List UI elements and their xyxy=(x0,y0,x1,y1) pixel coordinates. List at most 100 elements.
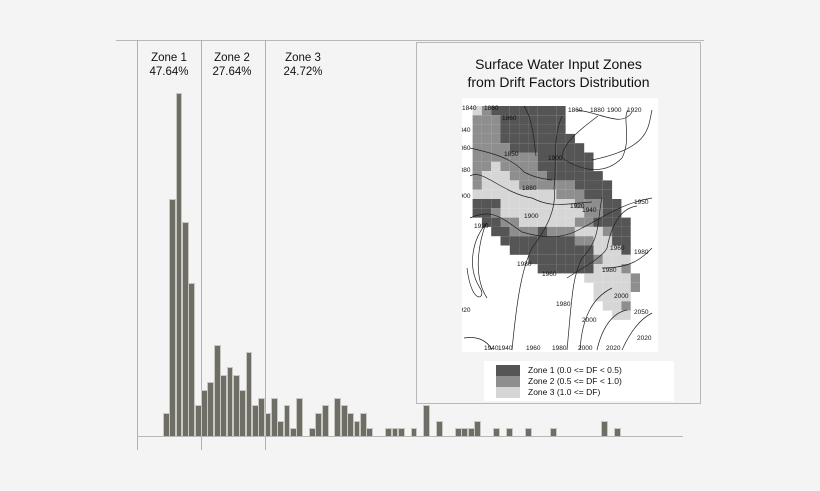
histogram-bar xyxy=(277,421,285,436)
zone2-zone3-divider xyxy=(265,40,266,450)
svg-text:1860: 1860 xyxy=(568,107,583,114)
legend-label-zone1: Zone 1 (0.0 <= DF < 0.5) xyxy=(528,365,622,375)
histogram-bar xyxy=(258,398,265,436)
svg-text:1900: 1900 xyxy=(524,213,539,220)
svg-text:1900: 1900 xyxy=(462,193,471,200)
histogram-bar xyxy=(474,421,481,436)
svg-text:1920: 1920 xyxy=(627,107,642,114)
inset-title: Surface Water Input Zones from Drift Fac… xyxy=(417,55,700,91)
zone2-percent: 27.64% xyxy=(212,66,252,78)
histogram-bar xyxy=(290,428,297,436)
inset-title-line2: from Drift Factors Distribution xyxy=(467,74,650,90)
zone2-name: Zone 2 xyxy=(214,52,250,64)
inset-title-line1: Surface Water Input Zones xyxy=(475,56,642,72)
histogram-bar xyxy=(194,405,202,436)
histogram-bar xyxy=(207,382,215,436)
legend-swatch-zone2 xyxy=(496,376,520,387)
histogram-bar xyxy=(613,428,621,436)
histogram-bar xyxy=(353,421,361,436)
zone1-zone2-divider xyxy=(201,40,202,450)
svg-text:1960: 1960 xyxy=(542,271,557,278)
svg-text:1880: 1880 xyxy=(522,185,537,192)
top-frame-line xyxy=(116,40,704,41)
contour-labels: 1840 1860 1860 1880 1900 1920 1860 1840 … xyxy=(456,105,652,352)
histogram-bar xyxy=(550,428,558,436)
histogram-bar xyxy=(226,367,234,436)
svg-text:1880: 1880 xyxy=(462,167,471,174)
histogram-baseline xyxy=(137,436,683,437)
histogram-bar xyxy=(188,283,196,436)
histogram-bar xyxy=(245,352,253,436)
histogram-bar xyxy=(309,428,316,436)
svg-text:1920: 1920 xyxy=(474,223,489,230)
histogram-bar xyxy=(270,398,278,436)
svg-text:1840: 1840 xyxy=(462,127,471,134)
svg-text:1900: 1900 xyxy=(548,155,563,162)
zone3-percent: 24.72% xyxy=(283,66,323,78)
zone3-label: Zone 3 24.72% xyxy=(268,51,338,79)
histogram-bar xyxy=(455,428,462,436)
svg-text:1940: 1940 xyxy=(582,207,597,214)
svg-text:1940: 1940 xyxy=(498,345,513,352)
svg-text:1920: 1920 xyxy=(570,203,585,210)
histogram-bar xyxy=(264,413,272,436)
histogram-bar xyxy=(315,413,323,436)
histogram-bar xyxy=(239,390,246,436)
svg-text:1960: 1960 xyxy=(526,345,541,352)
histogram-bar xyxy=(493,428,500,436)
svg-text:1980: 1980 xyxy=(552,345,567,352)
histogram-bar xyxy=(410,428,418,436)
svg-text:2000: 2000 xyxy=(578,345,593,352)
svg-text:1880: 1880 xyxy=(590,107,605,114)
legend-label-zone3: Zone 3 (1.0 <= DF) xyxy=(528,387,601,397)
svg-text:2000: 2000 xyxy=(582,317,597,324)
svg-text:1950: 1950 xyxy=(634,199,649,206)
svg-text:1850: 1850 xyxy=(504,151,519,158)
svg-text:1980: 1980 xyxy=(556,301,571,308)
histogram-bar xyxy=(436,421,443,436)
contour-lines xyxy=(463,105,653,351)
svg-text:1980: 1980 xyxy=(602,267,617,274)
histogram-bar xyxy=(467,428,475,436)
svg-text:1920: 1920 xyxy=(462,307,471,314)
zone2-label: Zone 2 27.64% xyxy=(197,51,267,79)
zone1-percent: 47.64% xyxy=(149,66,189,78)
histogram-bar xyxy=(175,93,183,436)
svg-text:1840: 1840 xyxy=(462,105,477,112)
svg-text:1980: 1980 xyxy=(517,261,532,268)
svg-text:1960: 1960 xyxy=(610,245,625,252)
svg-text:1860: 1860 xyxy=(502,115,517,122)
svg-text:1900: 1900 xyxy=(607,107,622,114)
svg-text:2000: 2000 xyxy=(614,293,629,300)
histogram-bar xyxy=(321,405,329,436)
zone-map-graphic: 1840 1860 1860 1880 1900 1920 1860 1840 … xyxy=(456,105,653,352)
histogram-bar xyxy=(505,428,513,436)
histogram-bar xyxy=(334,398,342,436)
histogram-bar xyxy=(423,405,431,436)
svg-text:2020: 2020 xyxy=(637,335,652,342)
histogram-bar xyxy=(461,428,469,436)
histogram-bar xyxy=(340,405,348,436)
svg-text:1860: 1860 xyxy=(462,145,471,152)
svg-text:1980: 1980 xyxy=(634,249,649,256)
histogram-bar xyxy=(182,222,189,436)
histogram-bar xyxy=(601,421,608,436)
histogram-bar xyxy=(366,428,373,436)
histogram-bar xyxy=(213,345,221,436)
map-legend: Zone 1 (0.0 <= DF < 0.5) Zone 2 (0.5 <= … xyxy=(484,361,674,401)
legend-label-zone2: Zone 2 (0.5 <= DF < 1.0) xyxy=(528,376,622,386)
histogram-bar xyxy=(391,428,399,436)
histogram-bar xyxy=(524,428,532,436)
histogram-bar xyxy=(201,390,208,436)
histogram-bar xyxy=(163,413,170,436)
histogram-bar xyxy=(169,199,177,436)
zone1-name: Zone 1 xyxy=(151,52,187,64)
histogram-bar xyxy=(283,405,291,436)
legend-swatch-zone1 xyxy=(496,365,520,376)
histogram-bar xyxy=(347,413,354,436)
legend-swatch-zone3 xyxy=(496,387,520,398)
zone1-left-divider xyxy=(137,40,138,450)
histogram-bar xyxy=(251,405,259,436)
svg-text:1940: 1940 xyxy=(484,345,499,352)
histogram-bar xyxy=(296,398,304,436)
